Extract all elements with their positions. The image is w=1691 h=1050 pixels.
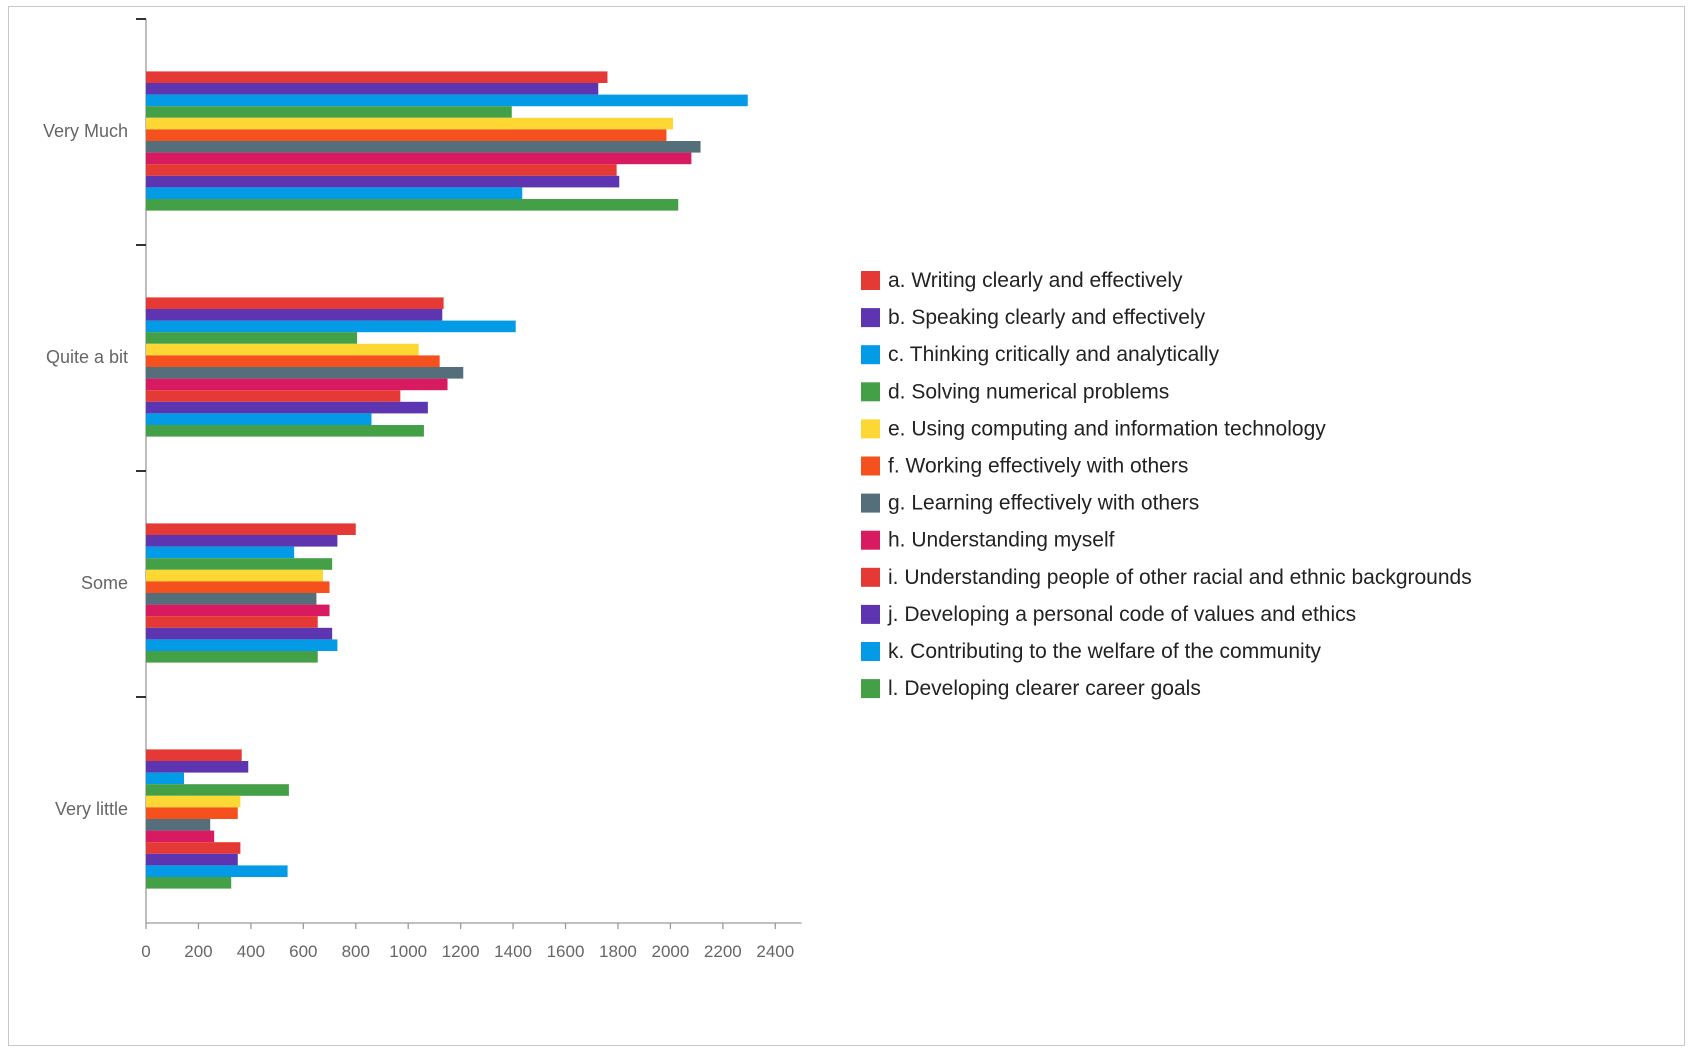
bar-k — [146, 865, 288, 877]
bar-e — [146, 343, 419, 356]
x-tick-label: 2000 — [651, 942, 689, 961]
bar-i — [146, 842, 241, 854]
x-tick-label: 400 — [237, 942, 265, 961]
chart-frame: Very Much Quite a bit Some Very little 0 200 4… — [8, 6, 1685, 1046]
x-tick-label: 2200 — [704, 942, 742, 961]
bar-k — [146, 187, 523, 199]
legend-swatch — [861, 530, 880, 550]
bar-j — [146, 401, 428, 414]
bar-l — [146, 425, 424, 437]
legend-label: h. Understanding myself — [888, 529, 1115, 552]
legend-label: a. Writing clearly and effectively — [888, 269, 1183, 292]
legend-swatch — [861, 642, 880, 661]
x-tick-label: 1800 — [599, 942, 637, 961]
legend-swatch — [861, 308, 880, 328]
bar-b — [146, 83, 599, 95]
x-tick-label: 600 — [289, 942, 317, 961]
bar-d — [146, 332, 358, 344]
x-tick-label: 1200 — [442, 942, 480, 961]
x-tick-label: 2400 — [756, 942, 794, 961]
bar-l — [146, 199, 679, 211]
bar-f — [146, 581, 330, 593]
bar-h — [146, 378, 448, 391]
bar-chart: Very Much Quite a bit Some Very little 0 200 4… — [43, 18, 1472, 961]
category-label: Quite a bit — [46, 347, 128, 367]
bar-a — [146, 749, 242, 761]
legend-swatch — [861, 567, 880, 587]
legend-swatch — [861, 345, 880, 365]
bar-j — [146, 853, 238, 866]
bar-i — [146, 390, 401, 402]
legend-label: l. Developing clearer career goals — [888, 677, 1201, 700]
bar-g — [146, 593, 317, 605]
legend-label: j. Developing a personal code of values … — [887, 603, 1356, 626]
bar-j — [146, 627, 333, 640]
bar-h — [146, 604, 330, 617]
legend-label: d. Solving numerical problems — [888, 380, 1169, 403]
bar-f — [146, 355, 440, 367]
bar-h — [146, 830, 215, 843]
bar-e — [146, 795, 241, 808]
x-tick-label: 200 — [184, 942, 212, 961]
legend-swatch — [861, 604, 880, 624]
legend-swatch — [861, 382, 880, 402]
bar-c — [146, 772, 185, 785]
bar-k — [146, 413, 372, 425]
bar-f — [146, 807, 238, 819]
bar-e — [146, 117, 674, 130]
x-tick-label: 0 — [141, 942, 150, 961]
x-tick-label: 1600 — [547, 942, 585, 961]
legend-label: k. Contributing to the welfare of the co… — [888, 640, 1322, 663]
bar-l — [146, 877, 232, 889]
bar-a — [146, 71, 608, 83]
legend-label: i. Understanding people of other racial … — [888, 566, 1472, 589]
legend-swatch — [861, 419, 880, 439]
legend-swatch — [861, 493, 880, 513]
legend-label: e. Using computing and information techn… — [888, 417, 1326, 440]
legend-swatch — [861, 456, 880, 476]
bar-k — [146, 639, 338, 651]
category-label: Very little — [55, 799, 128, 819]
bar-a — [146, 297, 444, 309]
x-tick-label: 1400 — [494, 942, 532, 961]
x-tick-label: 800 — [342, 942, 370, 961]
bar-e — [146, 569, 323, 582]
bar-g — [146, 367, 464, 379]
bar-f — [146, 129, 667, 141]
bar-b — [146, 309, 443, 321]
legend-label: c. Thinking critically and analytically — [888, 343, 1220, 366]
bar-l — [146, 651, 318, 663]
bar-h — [146, 152, 692, 165]
legend-swatch — [861, 679, 880, 699]
x-tick-label: 1000 — [389, 942, 427, 961]
bar-c — [146, 320, 516, 333]
legend-label: f. Working effectively with others — [888, 455, 1188, 478]
legend-label: b. Speaking clearly and effectively — [888, 306, 1206, 329]
bar-d — [146, 106, 512, 118]
bar-d — [146, 784, 289, 796]
category-label: Some — [81, 573, 128, 593]
bar-i — [146, 616, 318, 628]
bar-a — [146, 523, 356, 535]
bar-g — [146, 141, 701, 153]
category-label: Very Much — [43, 121, 128, 141]
bar-c — [146, 546, 295, 559]
bar-d — [146, 558, 333, 570]
legend-label: g. Learning effectively with others — [888, 492, 1199, 515]
bar-b — [146, 761, 249, 773]
legend-swatch — [861, 271, 880, 290]
bar-b — [146, 535, 338, 547]
bar-c — [146, 94, 748, 107]
bar-g — [146, 819, 211, 831]
bar-i — [146, 164, 617, 176]
bar-j — [146, 175, 620, 188]
